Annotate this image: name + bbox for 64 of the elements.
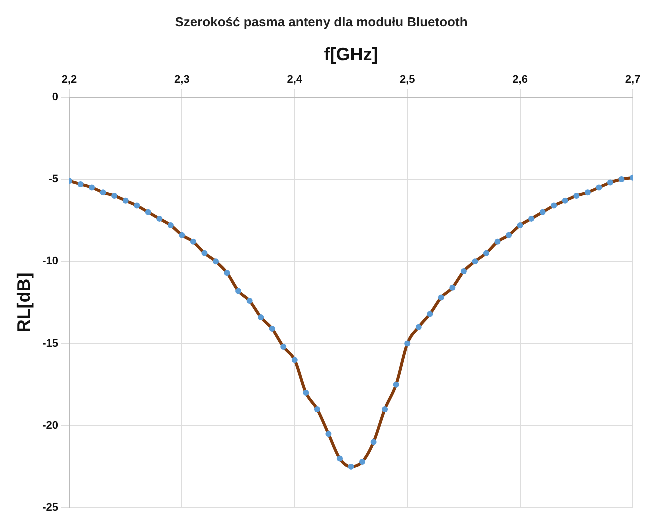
point: [246, 298, 253, 304]
point: [122, 198, 129, 204]
y-tick-label: -5: [48, 174, 58, 186]
point: [190, 238, 196, 245]
y-tick-label: -10: [42, 256, 58, 268]
point: [551, 202, 558, 209]
point: [460, 268, 467, 274]
point: [336, 456, 343, 462]
point: [258, 314, 264, 320]
point: [607, 180, 614, 186]
point: [596, 184, 602, 191]
x-tick-label: 2,2: [62, 74, 78, 86]
x-tick-label: 2,7: [625, 74, 641, 86]
point: [303, 390, 310, 396]
point: [213, 258, 220, 265]
point: [100, 190, 106, 196]
point: [562, 198, 568, 204]
point: [528, 216, 535, 222]
y-tick-label: -15: [42, 338, 58, 350]
point: [348, 464, 354, 470]
point: [89, 184, 96, 191]
point: [416, 324, 422, 330]
point: [618, 176, 625, 183]
point: [78, 181, 84, 188]
point: [517, 222, 524, 229]
point: [179, 232, 186, 238]
point: [112, 192, 118, 199]
point: [483, 250, 490, 256]
point: [326, 431, 332, 438]
y-tick-label: 0: [52, 91, 58, 104]
x-tick-label: 2,6: [512, 74, 528, 86]
point: [156, 216, 163, 222]
point: [438, 294, 444, 301]
chart-title: Szerokość pasma anteny dla modułu Bluetooth: [175, 14, 468, 30]
point: [292, 357, 298, 364]
point: [134, 202, 140, 209]
point: [202, 250, 208, 256]
point: [360, 459, 366, 466]
y-tick-label: -25: [42, 502, 58, 514]
point: [370, 439, 377, 446]
point: [393, 382, 400, 388]
y-axis-title: RL[dB]: [14, 272, 34, 333]
point: [224, 270, 230, 276]
point: [427, 311, 434, 318]
x-tick-label: 2,5: [400, 74, 416, 86]
point: [506, 232, 512, 238]
x-tick-label: 2,4: [287, 74, 304, 86]
point: [382, 406, 388, 412]
point: [472, 258, 478, 265]
point: [540, 209, 546, 216]
x-tick-label: 2,3: [174, 74, 190, 86]
point: [269, 326, 276, 332]
x-axis-title: f[GHz]: [324, 44, 378, 64]
point: [314, 406, 320, 412]
point: [404, 340, 411, 347]
point: [168, 222, 174, 229]
y-tick-label: -20: [42, 420, 58, 432]
point: [574, 192, 580, 199]
point: [450, 284, 456, 291]
point: [145, 209, 152, 216]
point: [236, 288, 242, 294]
point: [280, 344, 287, 350]
point: [494, 238, 501, 245]
point: [584, 190, 591, 196]
